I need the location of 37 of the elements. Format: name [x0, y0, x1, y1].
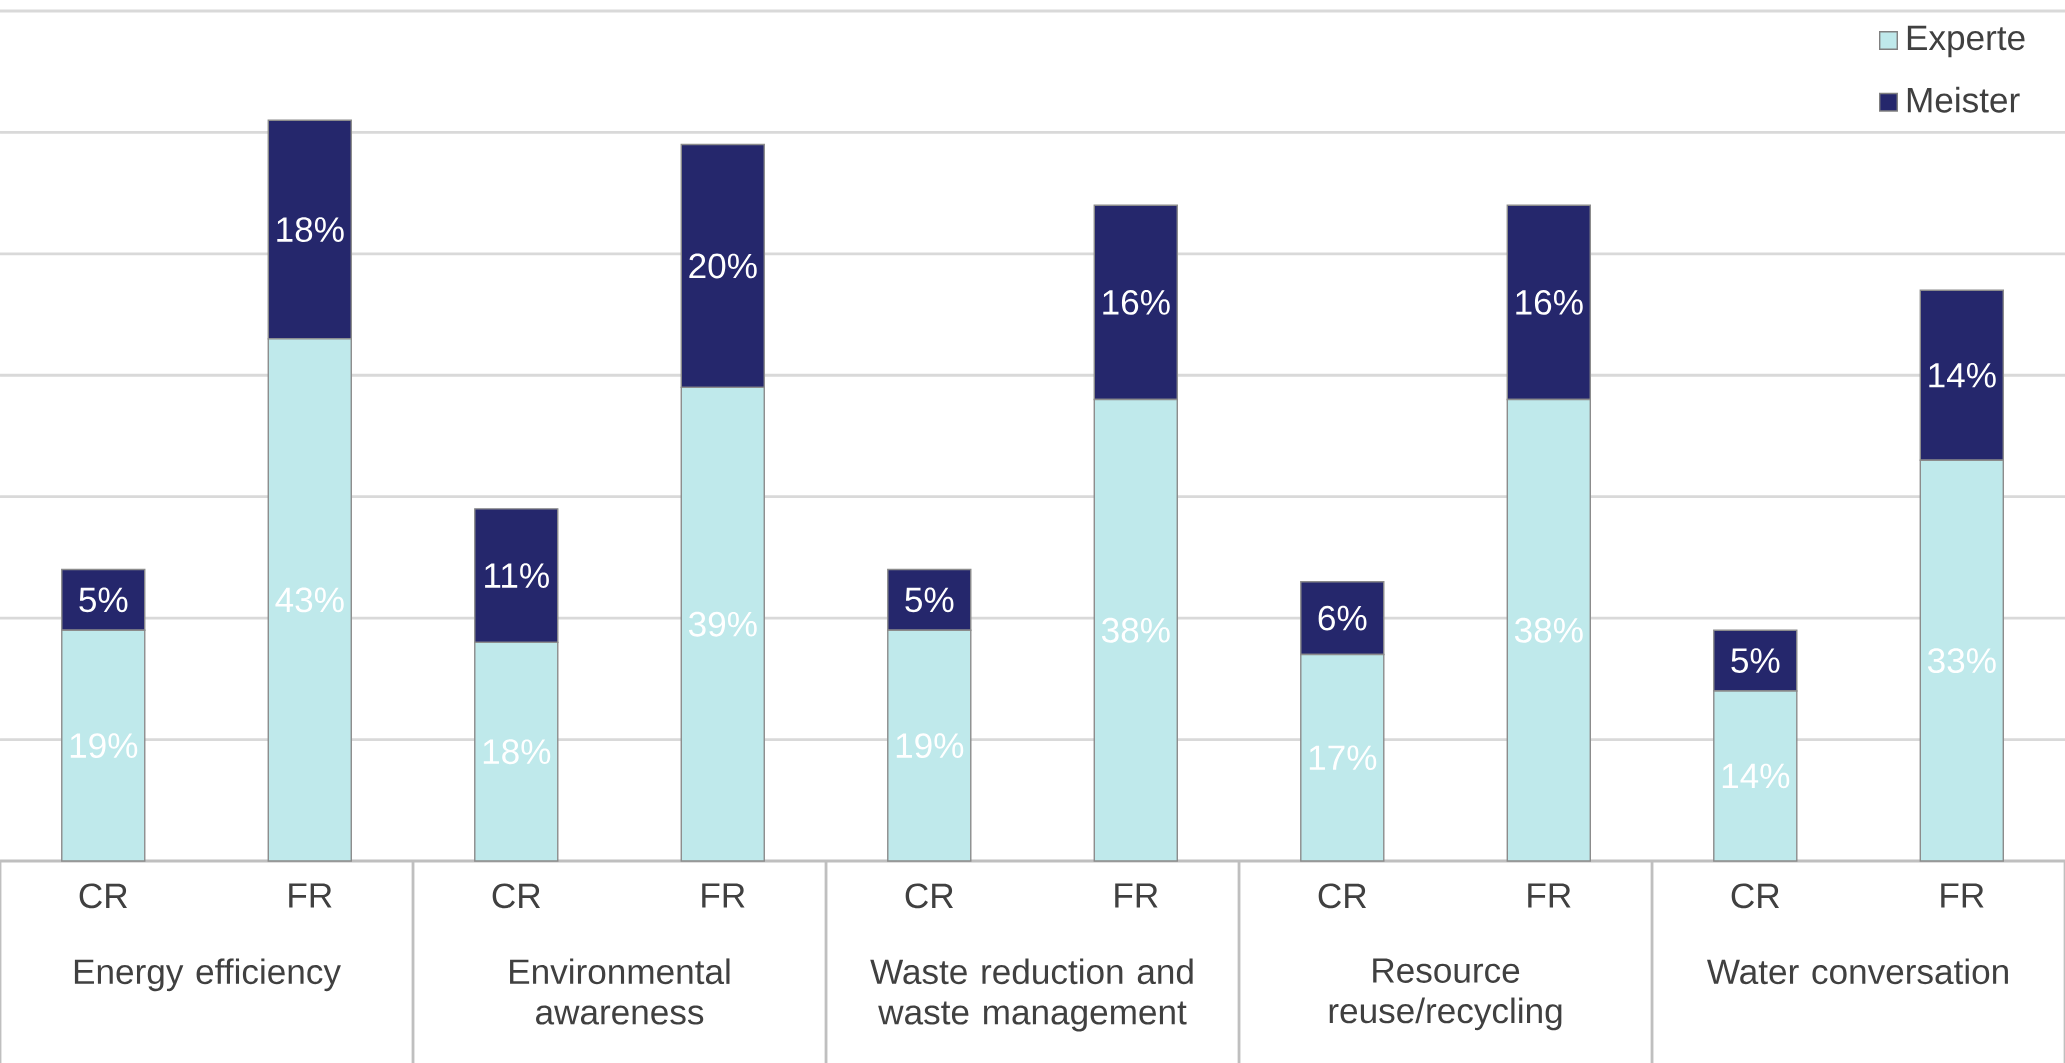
data-label: 5%	[79, 587, 128, 613]
x-tick-label: CR	[1318, 883, 1367, 909]
text: Waste reduction and waste management	[870, 958, 1193, 1032]
data-label: 39%	[688, 611, 757, 637]
data-label: 14%	[1929, 362, 1996, 388]
data-label: 19%	[70, 733, 138, 759]
data-label: 19%	[896, 733, 964, 759]
data-label: 38%	[1101, 617, 1170, 643]
x-tick-label: FR	[702, 883, 745, 908]
data-label: 18%	[277, 217, 344, 242]
x-tick-label: FR	[1528, 883, 1571, 908]
text: Energy efficiency	[74, 958, 341, 992]
x-tick-label: FR	[1941, 883, 1984, 908]
data-label: 43%	[275, 587, 344, 613]
data-label: 11%	[485, 563, 549, 588]
data-label: 5%	[905, 587, 954, 613]
data-label: 18%	[483, 739, 551, 765]
x-tick-label: CR	[79, 883, 128, 909]
text: Resource reuse/recycling	[1329, 958, 1562, 1031]
data-label: 6%	[1318, 605, 1367, 631]
data-label: 5%	[1731, 648, 1780, 673]
data-label: 16%	[1103, 289, 1170, 315]
data-label: 33%	[1927, 648, 1996, 674]
legend-label: Experte	[1907, 25, 2025, 58]
legend-label: Meister	[1907, 86, 2020, 113]
data-label: 16%	[1516, 289, 1583, 315]
x-tick-label: FR	[289, 883, 332, 908]
data-label: 14%	[1722, 763, 1790, 789]
x-tick-label: CR	[905, 883, 954, 909]
data-label: 38%	[1514, 617, 1583, 643]
x-tick-label: CR	[1731, 883, 1780, 909]
data-label: 17%	[1309, 745, 1377, 771]
text: Water conversation	[1707, 958, 2008, 985]
text: Environmental awareness	[510, 958, 730, 1025]
data-label: 20%	[689, 253, 757, 279]
x-tick-label: CR	[492, 883, 541, 909]
x-tick-label: FR	[1115, 883, 1158, 908]
